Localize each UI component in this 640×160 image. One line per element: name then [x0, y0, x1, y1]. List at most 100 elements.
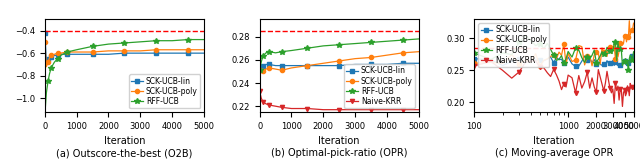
SCK-UCB-poly: [63, 51, 71, 53]
SCK-UCB-lin: [41, 32, 49, 34]
SCK-UCB-poly: [45, 57, 53, 59]
SCK-UCB-poly: [303, 65, 311, 67]
SCK-UCB-lin: [266, 64, 273, 65]
RFF-UCB: [560, 62, 568, 64]
SCK-UCB-lin: [42, 61, 50, 63]
X-axis label: Iteration: Iteration: [533, 136, 575, 146]
SCK-UCB-poly: [54, 52, 61, 54]
RFF-UCB: [499, 52, 506, 54]
SCK-UCB-poly: [278, 69, 285, 71]
RFF-UCB: [399, 39, 406, 41]
Line: SCK-UCB-lin: SCK-UCB-lin: [472, 54, 636, 68]
SCK-UCB-lin: [598, 64, 606, 66]
RFF-UCB: [319, 45, 327, 47]
Naive-KRR: [543, 72, 551, 74]
SCK-UCB-lin: [120, 52, 128, 54]
Line: Naive-KRR: Naive-KRR: [257, 89, 421, 112]
SCK-UCB-lin: [89, 53, 97, 55]
Naive-KRR: [278, 106, 285, 108]
Naive-KRR: [383, 109, 391, 111]
Text: (b) Optimal-pick-ratio (OPR): (b) Optimal-pick-ratio (OPR): [271, 148, 408, 158]
RFF-UCB: [532, 45, 540, 47]
SCK-UCB-poly: [470, 62, 478, 64]
SCK-UCB-poly: [73, 51, 81, 53]
SCK-UCB-poly: [543, 58, 551, 60]
RFF-UCB: [383, 40, 391, 42]
RFF-UCB: [42, 92, 50, 94]
SCK-UCB-lin: [54, 54, 61, 56]
RFF-UCB: [259, 55, 267, 57]
SCK-UCB-lin: [367, 64, 375, 65]
SCK-UCB-lin: [557, 58, 565, 60]
SCK-UCB-lin: [351, 64, 359, 65]
Line: SCK-UCB-poly: SCK-UCB-poly: [43, 40, 206, 69]
SCK-UCB-lin: [256, 69, 264, 71]
SCK-UCB-poly: [625, 20, 633, 22]
SCK-UCB-lin: [272, 65, 280, 67]
Line: SCK-UCB-lin: SCK-UCB-lin: [257, 61, 421, 72]
RFF-UCB: [256, 69, 264, 71]
Naive-KRR: [598, 83, 606, 85]
RFF-UCB: [168, 40, 176, 42]
SCK-UCB-lin: [63, 53, 71, 55]
SCK-UCB-lin: [499, 64, 506, 66]
X-axis label: Iteration: Iteration: [319, 136, 360, 146]
SCK-UCB-lin: [168, 52, 176, 54]
SCK-UCB-lin: [45, 57, 53, 59]
RFF-UCB: [47, 67, 55, 69]
Naive-KRR: [527, 60, 534, 62]
RFF-UCB: [200, 39, 208, 40]
SCK-UCB-poly: [415, 51, 422, 53]
SCK-UCB-poly: [615, 50, 623, 52]
RFF-UCB: [73, 49, 81, 51]
Naive-KRR: [630, 87, 637, 89]
SCK-UCB-poly: [319, 62, 327, 64]
RFF-UCB: [104, 43, 112, 45]
SCK-UCB-poly: [598, 47, 606, 49]
Line: RFF-UCB: RFF-UCB: [257, 36, 422, 73]
RFF-UCB: [63, 51, 71, 53]
SCK-UCB-poly: [41, 41, 49, 43]
Naive-KRR: [262, 103, 270, 105]
Text: (a) Outscore-the-best (O2B): (a) Outscore-the-best (O2B): [56, 148, 193, 158]
SCK-UCB-poly: [499, 62, 506, 64]
Naive-KRR: [560, 83, 568, 85]
RFF-UCB: [262, 52, 270, 54]
RFF-UCB: [470, 52, 478, 54]
SCK-UCB-lin: [319, 65, 327, 67]
SCK-UCB-lin: [383, 64, 391, 65]
RFF-UCB: [351, 43, 359, 44]
Naive-KRR: [272, 105, 280, 107]
SCK-UCB-lin: [259, 65, 267, 67]
Line: SCK-UCB-poly: SCK-UCB-poly: [257, 50, 421, 73]
SCK-UCB-lin: [470, 58, 478, 60]
Line: SCK-UCB-lin: SCK-UCB-lin: [43, 31, 206, 64]
SCK-UCB-poly: [200, 49, 208, 51]
RFF-UCB: [44, 80, 52, 82]
RFF-UCB: [415, 38, 422, 40]
SCK-UCB-poly: [287, 67, 295, 69]
RFF-UCB: [89, 45, 97, 47]
RFF-UCB: [57, 54, 65, 56]
SCK-UCB-lin: [415, 62, 422, 64]
Legend: SCK-UCB-lin, SCK-UCB-poly, RFF-UCB, Naive-KRR: SCK-UCB-lin, SCK-UCB-poly, RFF-UCB, Naiv…: [478, 23, 549, 67]
SCK-UCB-lin: [615, 63, 623, 65]
Naive-KRR: [499, 69, 506, 71]
Naive-KRR: [532, 60, 540, 62]
SCK-UCB-lin: [335, 65, 343, 67]
SCK-UCB-poly: [259, 70, 267, 72]
RFF-UCB: [367, 41, 375, 43]
RFF-UCB: [543, 43, 551, 44]
SCK-UCB-poly: [57, 52, 65, 54]
SCK-UCB-poly: [42, 66, 50, 68]
Naive-KRR: [415, 109, 422, 111]
RFF-UCB: [278, 51, 285, 53]
RFF-UCB: [266, 51, 273, 53]
SCK-UCB-poly: [266, 67, 273, 69]
Naive-KRR: [470, 65, 478, 67]
SCK-UCB-poly: [560, 43, 568, 45]
SCK-UCB-lin: [628, 55, 636, 57]
Naive-KRR: [287, 108, 295, 109]
SCK-UCB-lin: [200, 52, 208, 54]
SCK-UCB-poly: [257, 68, 265, 70]
